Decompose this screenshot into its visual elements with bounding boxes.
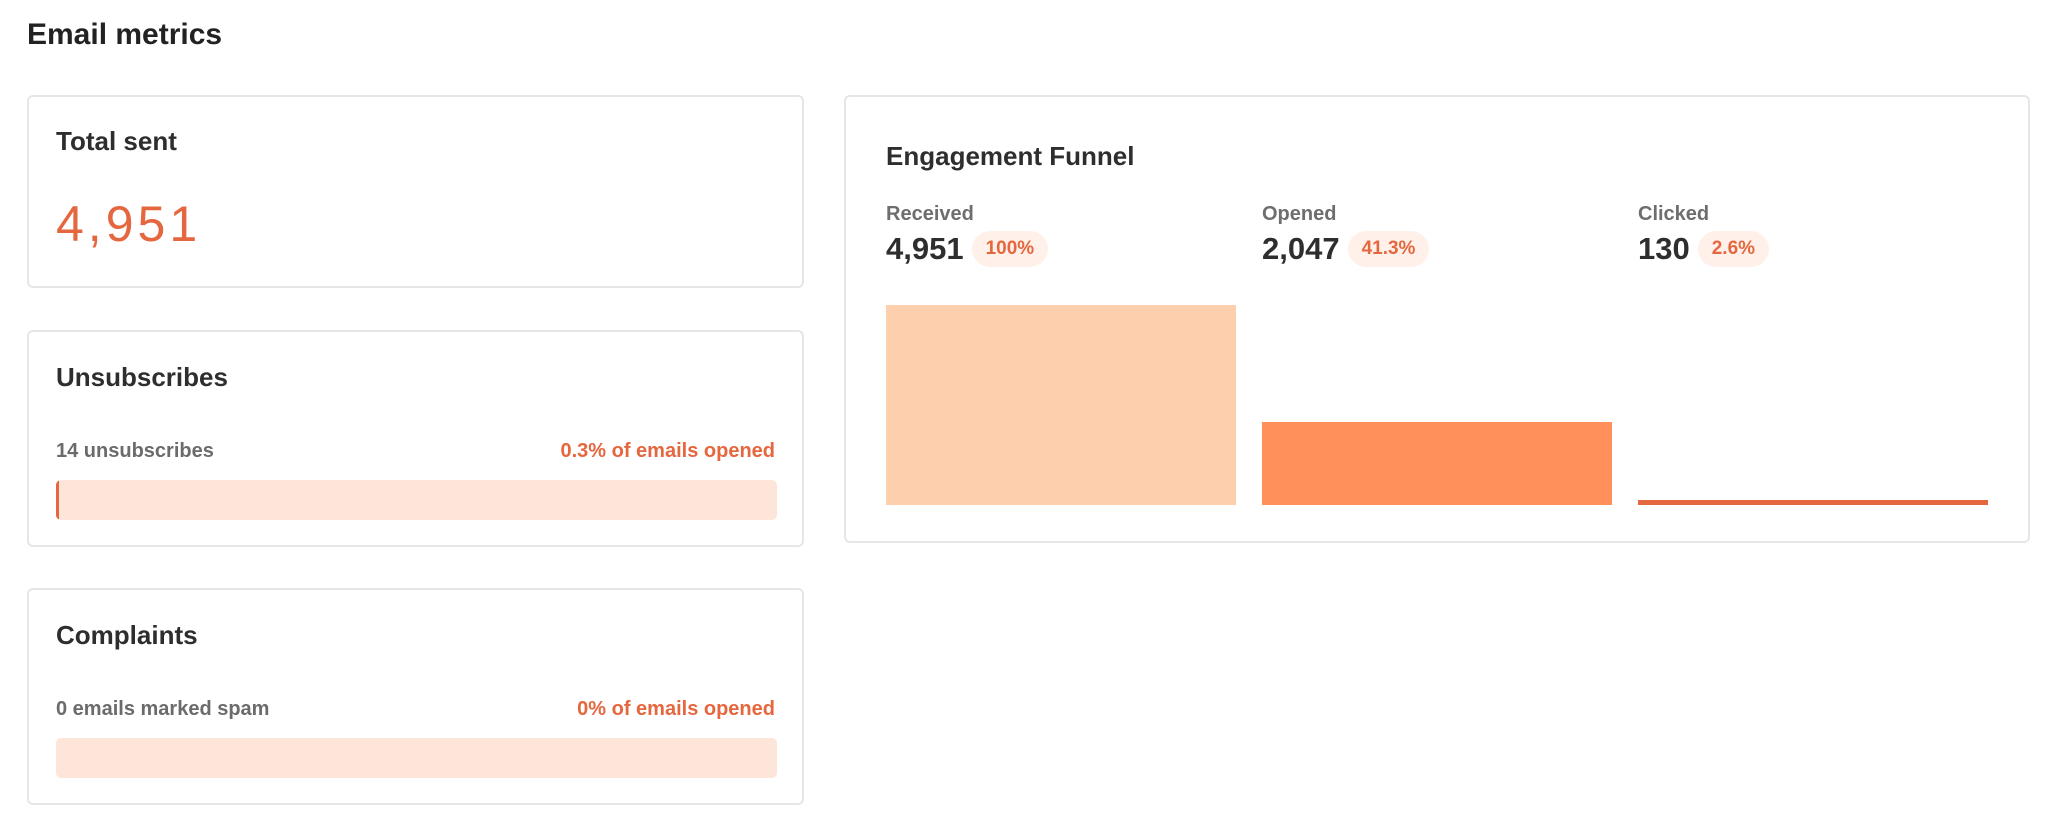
funnel-stage-percent-badge: 41.3% bbox=[1347, 231, 1430, 267]
complaints-title: Complaints bbox=[56, 620, 198, 650]
funnel-stage-clicked: Clicked 130 2.6% bbox=[1638, 203, 1988, 505]
complaints-count: 0 emails marked spam bbox=[56, 698, 270, 720]
funnel-stage-label: Received bbox=[886, 203, 974, 225]
funnel-stage-value: 130 bbox=[1638, 231, 1690, 266]
funnel-stage-percent-badge: 2.6% bbox=[1697, 231, 1770, 267]
engagement-funnel-card: Engagement Funnel Received 4,951 100% Op… bbox=[844, 95, 2030, 543]
funnel-stage-opened: Opened 2,047 41.3% bbox=[1262, 203, 1612, 505]
total-sent-card: Total sent 4,951 bbox=[27, 95, 804, 288]
unsubscribes-card: Unsubscribes 14 unsubscribes 0.3% of ema… bbox=[27, 330, 804, 547]
complaints-percent: 0% of emails opened bbox=[577, 698, 775, 720]
complaints-meter bbox=[56, 738, 777, 778]
funnel-bar-area bbox=[1262, 305, 1612, 505]
engagement-funnel-title: Engagement Funnel bbox=[886, 141, 1135, 171]
funnel-stage-received: Received 4,951 100% bbox=[886, 203, 1236, 505]
funnel-stage-label: Clicked bbox=[1638, 203, 1710, 225]
unsubscribes-title: Unsubscribes bbox=[56, 362, 228, 392]
unsubscribes-percent: 0.3% of emails opened bbox=[560, 440, 775, 462]
unsubscribes-meter bbox=[56, 480, 777, 520]
funnel-stage-label: Opened bbox=[1262, 203, 1337, 225]
total-sent-title: Total sent bbox=[56, 126, 177, 156]
unsubscribes-meter-fill bbox=[56, 480, 59, 520]
page-title: Email metrics bbox=[27, 18, 223, 51]
funnel-stage-value: 2,047 bbox=[1262, 231, 1340, 266]
funnel-bar-area bbox=[886, 305, 1236, 505]
funnel-stage-percent-badge: 100% bbox=[971, 231, 1049, 267]
funnel-stage-value: 4,951 bbox=[886, 231, 964, 266]
funnel-bar-clicked bbox=[1638, 499, 1988, 505]
funnel-bar-opened bbox=[1262, 422, 1612, 505]
unsubscribes-count: 14 unsubscribes bbox=[56, 440, 214, 462]
total-sent-value: 4,951 bbox=[56, 196, 202, 252]
funnel-bar-received bbox=[886, 305, 1236, 505]
funnel-bar-area bbox=[1638, 305, 1988, 505]
complaints-card: Complaints 0 emails marked spam 0% of em… bbox=[27, 588, 804, 805]
